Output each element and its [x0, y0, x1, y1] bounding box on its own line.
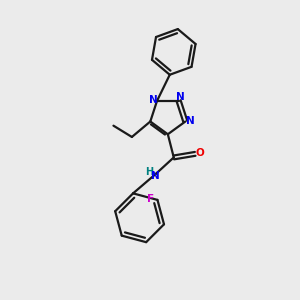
Text: H: H [145, 167, 154, 177]
Text: N: N [149, 95, 158, 105]
Text: N: N [186, 116, 195, 126]
Text: N: N [176, 92, 184, 102]
Text: O: O [196, 148, 205, 158]
Text: F: F [147, 194, 155, 204]
Text: N: N [151, 171, 160, 181]
